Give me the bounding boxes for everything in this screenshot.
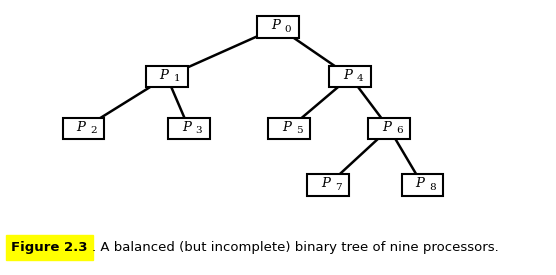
Text: P: P [160,69,168,82]
Bar [402,174,444,196]
Bar [168,118,210,139]
Bar [146,66,188,87]
Text: P: P [321,177,330,190]
Text: P: P [415,177,424,190]
Bar [62,118,105,139]
Text: P: P [382,121,391,134]
Text: Figure 2.3: Figure 2.3 [11,241,88,254]
Text: . A balanced (but incomplete) binary tree of nine processors.: . A balanced (but incomplete) binary tre… [92,241,499,254]
Bar [257,16,299,38]
Text: 3: 3 [196,126,202,135]
Text: 6: 6 [396,126,403,135]
Bar [307,174,349,196]
Text: P: P [271,20,280,32]
Text: 8: 8 [429,183,436,192]
Bar [368,118,410,139]
Text: 1: 1 [173,75,180,83]
Text: 0: 0 [285,25,291,34]
Text: P: P [76,121,85,134]
Text: P: P [343,69,352,82]
Bar [269,118,310,139]
Text: 2: 2 [90,126,97,135]
Text: P: P [182,121,191,134]
Text: 4: 4 [357,75,364,83]
Text: P: P [282,121,291,134]
Text: 5: 5 [296,126,302,135]
Bar [329,66,371,87]
Text: 7: 7 [335,183,341,192]
